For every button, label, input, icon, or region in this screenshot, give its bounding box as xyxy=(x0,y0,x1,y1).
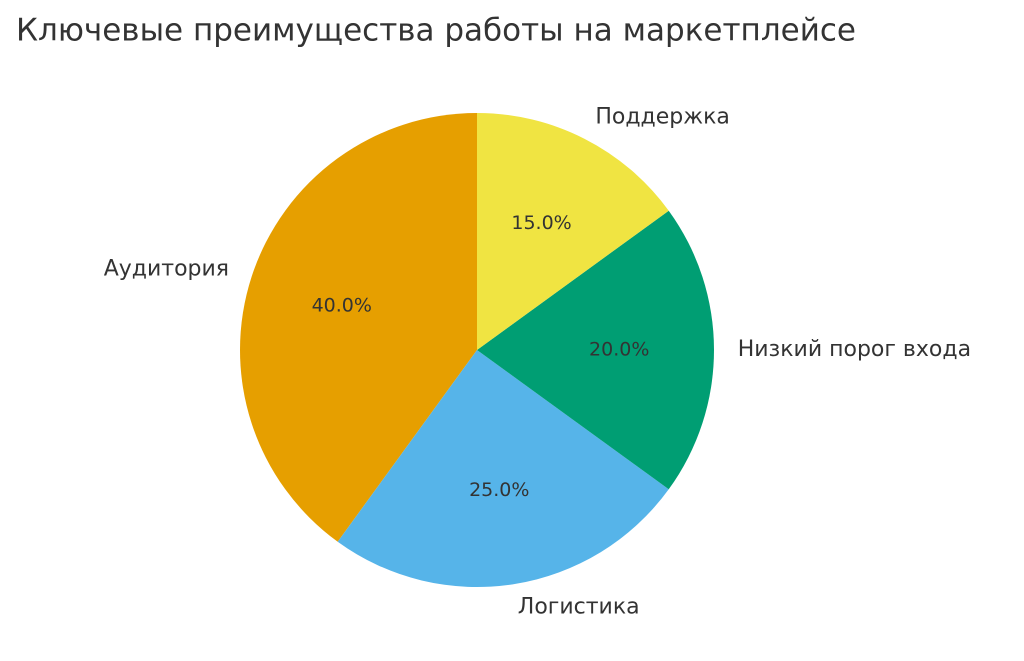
value-label: 40.0% xyxy=(312,295,372,317)
slice-label: Низкий порог входа xyxy=(738,337,971,362)
slice-label: Аудитория xyxy=(104,256,229,281)
chart-title: Ключевые преимущества работы на маркетпл… xyxy=(16,13,856,49)
value-label: 25.0% xyxy=(469,479,529,501)
pie-slice xyxy=(337,350,669,587)
pie-slice xyxy=(477,113,669,350)
pie-slice xyxy=(477,210,715,490)
slice-label: Поддержка xyxy=(595,105,730,130)
slice-label: Логистика xyxy=(518,594,640,619)
pie-slice xyxy=(240,113,477,542)
value-label: 20.0% xyxy=(589,339,649,361)
value-label: 15.0% xyxy=(511,212,571,234)
